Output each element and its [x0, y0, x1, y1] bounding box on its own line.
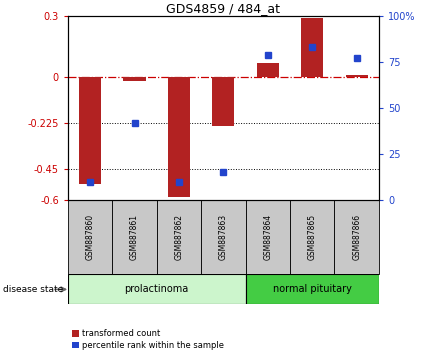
Bar — [112, 200, 157, 274]
Bar — [346, 75, 368, 77]
Bar — [246, 274, 379, 304]
Bar — [157, 200, 201, 274]
Text: GSM887864: GSM887864 — [263, 214, 272, 260]
Text: prolactinoma: prolactinoma — [125, 284, 189, 295]
Bar — [68, 200, 112, 274]
Bar — [246, 200, 290, 274]
Text: disease state: disease state — [3, 285, 64, 294]
Bar — [257, 63, 279, 77]
Text: normal pituitary: normal pituitary — [273, 284, 352, 295]
Text: GSM887862: GSM887862 — [174, 214, 184, 260]
Bar — [124, 77, 145, 81]
Legend: transformed count, percentile rank within the sample: transformed count, percentile rank withi… — [72, 329, 224, 350]
Bar — [335, 200, 379, 274]
Bar — [168, 77, 190, 197]
Title: GDS4859 / 484_at: GDS4859 / 484_at — [166, 2, 280, 15]
Bar — [201, 200, 246, 274]
Text: GSM887860: GSM887860 — [85, 214, 95, 260]
Bar — [212, 77, 234, 126]
Bar — [301, 18, 323, 77]
Bar — [79, 77, 101, 184]
Text: GSM887861: GSM887861 — [130, 214, 139, 260]
Bar — [68, 274, 246, 304]
Text: GSM887865: GSM887865 — [308, 214, 317, 260]
Text: GSM887863: GSM887863 — [219, 214, 228, 260]
Text: GSM887866: GSM887866 — [352, 214, 361, 260]
Bar — [290, 200, 335, 274]
